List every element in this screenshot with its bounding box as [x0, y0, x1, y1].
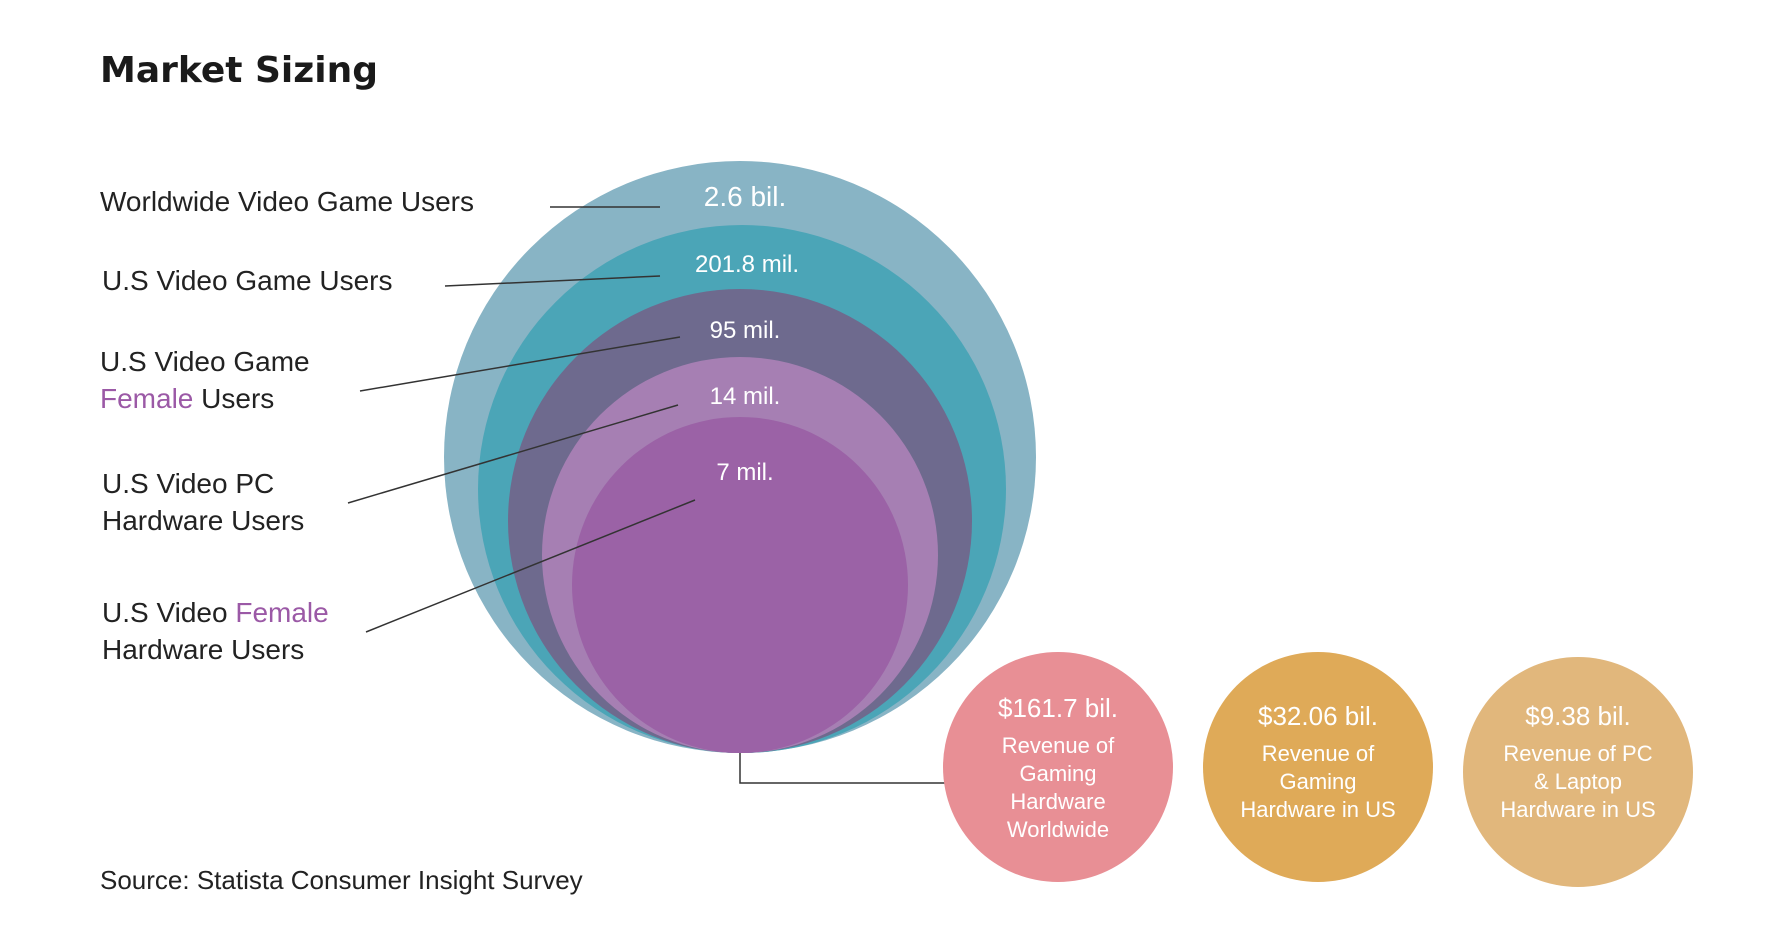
- revenue-value-3: $9.38 bil.: [1525, 701, 1631, 731]
- accent-word: Female: [100, 383, 193, 414]
- bubble-value-5: 7 mil.: [716, 459, 773, 486]
- revenue-circle-1: [943, 652, 1173, 882]
- bubble-value-3: 95 mil.: [710, 317, 781, 344]
- revenue-connector-line: [739, 753, 948, 784]
- nested-circles: 2.6 bil. 201.8 mil. 95 mil. 14 mil. 7 mil.: [444, 161, 1036, 753]
- revenue-value-1: $161.7 bil.: [998, 693, 1118, 723]
- revenue-desc-1: Worldwide: [1007, 817, 1109, 842]
- category-label-3: Female Users: [100, 383, 274, 414]
- chart-title: Market Sizing: [100, 50, 378, 91]
- revenue-desc-1: Gaming: [1019, 761, 1096, 786]
- accent-word: Female: [235, 597, 328, 628]
- bubble-value-4: 14 mil.: [710, 383, 781, 410]
- category-labels: Worldwide Video Game Users U.S Video Game…: [100, 186, 474, 665]
- leader-line-4: [347, 404, 679, 504]
- revenue-desc-1: Revenue of: [1002, 733, 1115, 758]
- revenue-desc-2: Hardware in US: [1240, 797, 1395, 822]
- label-span: Users: [193, 383, 274, 414]
- revenue-desc-1: Hardware: [1010, 789, 1105, 814]
- leader-line-2: [444, 275, 661, 287]
- category-label-2: U.S Video Game Users: [102, 265, 393, 296]
- revenue-circle-2: [1203, 652, 1433, 882]
- bubble-value-2: 201.8 mil.: [695, 251, 799, 278]
- leader-lines: [347, 206, 948, 784]
- revenue-bubbles: $161.7 bil. Revenue of Gaming Hardware World…: [943, 652, 1693, 887]
- revenue-value-2: $32.06 bil.: [1258, 701, 1378, 731]
- revenue-circle-3: [1463, 657, 1693, 887]
- source-note: Source: Statista Consumer Insight Survey: [100, 865, 583, 895]
- label-span: U.S Video: [102, 597, 235, 628]
- revenue-desc-3: & Laptop: [1534, 769, 1622, 794]
- category-label-4: U.S Video PC: [102, 468, 274, 499]
- revenue-desc-2: Gaming: [1279, 769, 1356, 794]
- leader-line-3: [359, 336, 681, 392]
- leader-line-5: [365, 499, 696, 633]
- category-label-5: Hardware Users: [102, 634, 304, 665]
- category-label-5: U.S Video Female: [102, 597, 329, 628]
- revenue-desc-3: Hardware in US: [1500, 797, 1655, 822]
- revenue-desc-2: Revenue of: [1262, 741, 1375, 766]
- category-label-1: Worldwide Video Game Users: [100, 186, 474, 217]
- revenue-desc-3: Revenue of PC: [1503, 741, 1652, 766]
- category-label-3: U.S Video Game: [100, 346, 310, 377]
- category-label-4: Hardware Users: [102, 505, 304, 536]
- bubble-circle-5: [572, 417, 908, 753]
- bubble-value-1: 2.6 bil.: [704, 181, 787, 212]
